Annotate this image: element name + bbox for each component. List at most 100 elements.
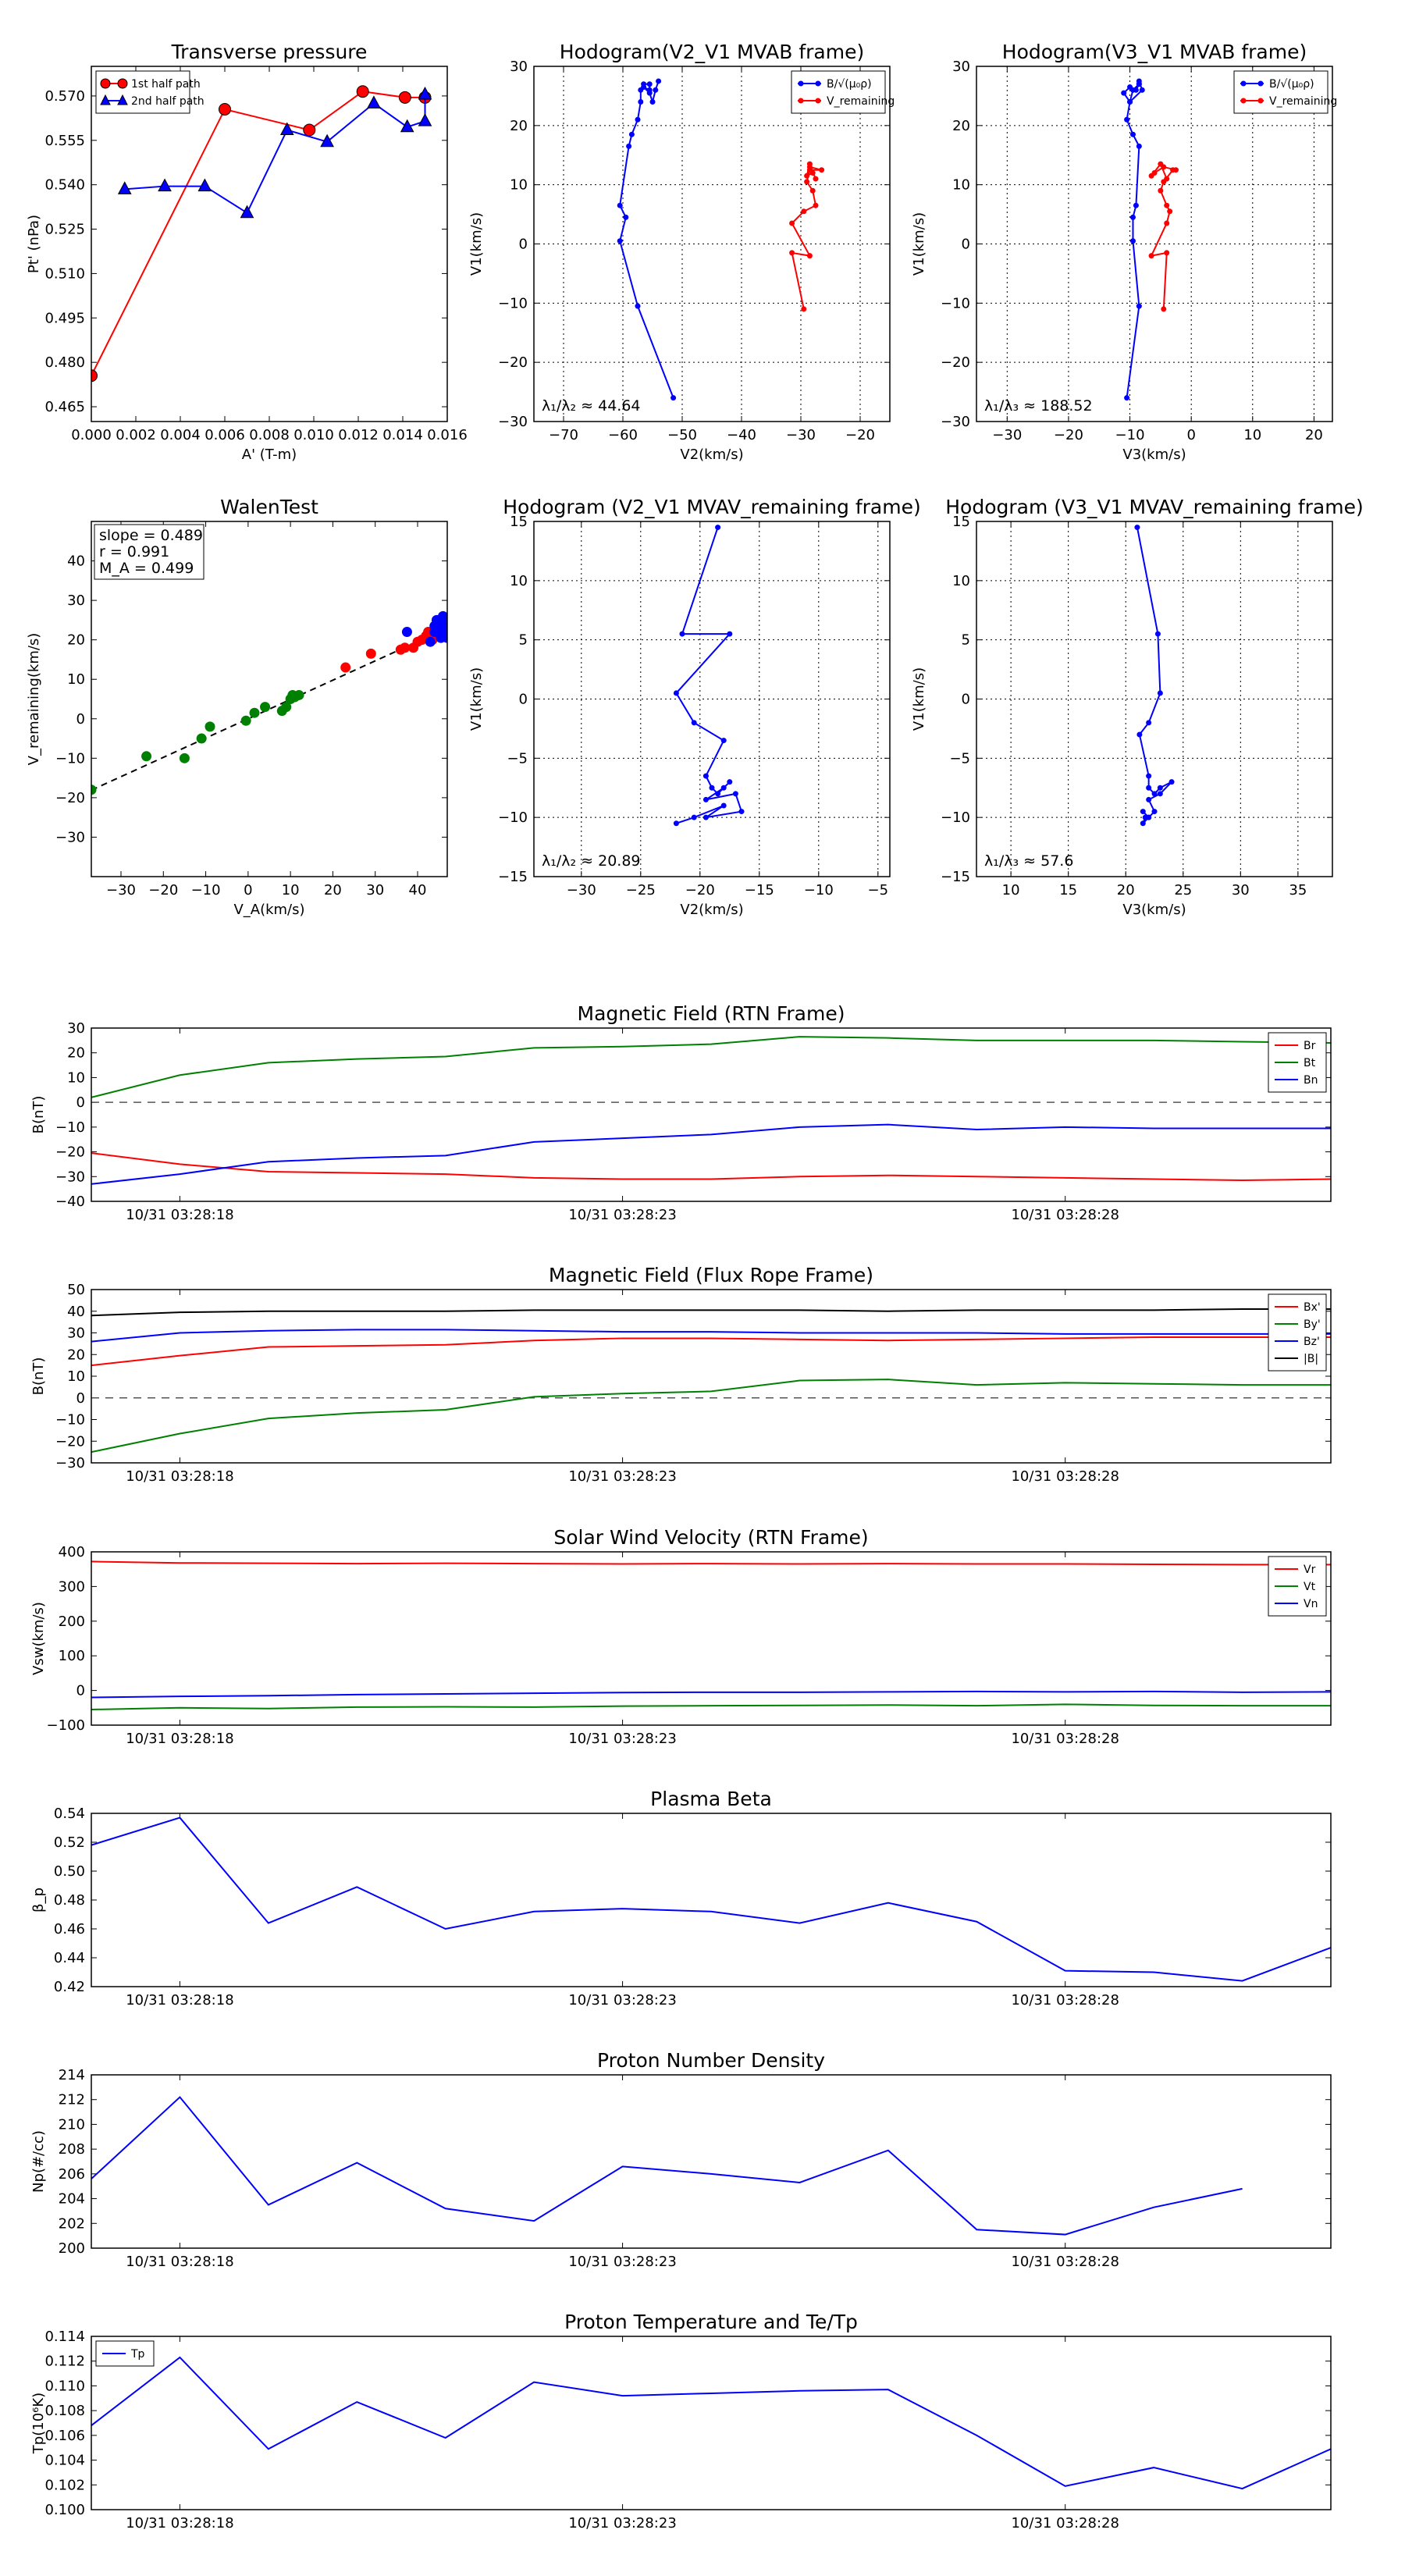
data-point [727,779,733,785]
y-tick-label: 30 [510,59,528,75]
series-line-Vn [91,1690,1331,1699]
y-tick-label: 0 [962,237,970,253]
x-tick-label: 0 [244,882,252,898]
x-tick-label: 0.012 [338,427,379,443]
y-tick-label: −5 [507,750,528,767]
plot-area [91,2096,1243,2236]
y-tick-label: 0.104 [44,2453,85,2469]
x-tick-label: 20 [324,882,342,898]
data-point [279,122,294,136]
data-point [732,791,738,797]
data-point [1164,176,1170,182]
stats-line: slope = 0.489 [99,527,203,544]
y-tick-label: 10 [67,1069,85,1086]
panel-hodogram-v2v1-mvav: Hodogram (V2_V1 MVAV_remaining frame) −30… [468,496,921,918]
y-tick-label: 0.510 [44,265,85,282]
data-point [702,796,709,802]
x-tick-label: 10/31 03:28:23 [568,2254,676,2270]
legend-marker [1257,80,1264,87]
legend-label: 1st half path [131,78,201,91]
data-point [715,525,721,531]
x-axis-label: V2(km/s) [680,447,743,463]
y-tick-label: 0.540 [44,177,85,194]
x-tick-label: −10 [804,882,834,898]
y-tick-label: 0 [76,1390,85,1407]
y-tick-label: 206 [59,2166,85,2183]
y-tick-label: 20 [510,118,528,134]
y-axis-label: V1(km/s) [911,667,927,731]
data-point [1146,796,1152,802]
data-point [1158,161,1164,167]
y-axis-label: V1(km/s) [911,212,927,276]
legend-marker [1240,98,1247,104]
data-point [1129,238,1136,244]
data-point [806,253,813,259]
y-tick-label: 212 [59,2092,85,2108]
y-tick-label: 40 [67,553,85,570]
scatter-point [438,610,447,621]
legend-label: 2nd half path [131,95,205,108]
data-point [1158,187,1164,194]
legend-label: By' [1304,1318,1321,1331]
data-point [656,78,662,84]
legend-label: V_remaining [827,95,895,108]
chart-title: Solar Wind Velocity (RTN Frame) [553,1526,868,1549]
data-point [1139,87,1145,93]
x-tick-label: −15 [745,882,774,898]
data-point [804,179,810,185]
data-point [1148,253,1154,259]
series-line-Vt [91,1703,1331,1711]
x-tick-label: −40 [727,427,756,443]
data-point [801,208,807,215]
legend-label: Vr [1304,1564,1316,1576]
data-point [1127,99,1133,105]
y-tick-label: 0 [76,711,85,728]
legend-label: V_remaining [1269,95,1337,108]
chart-title: Magnetic Field (Flux Rope Frame) [549,1264,873,1286]
data-point [1157,785,1163,791]
data-point [418,113,432,126]
y-tick-label: 204 [59,2191,85,2208]
scatter-point [287,689,298,700]
series-line-2nd half path [124,94,426,215]
y-tick-label: −5 [949,750,970,767]
y-tick-label: 0.54 [54,1806,85,1822]
x-tick-label: 25 [1174,882,1192,898]
x-tick-label: 10 [1243,427,1261,443]
y-tick-label: 0.495 [44,310,85,326]
x-axis-label: A' (T-m) [242,447,297,463]
scatter-point [260,702,271,713]
legend-marker [1240,80,1247,87]
y-tick-label: 0 [76,1683,85,1699]
x-tick-label: 10/31 03:28:18 [126,2515,233,2532]
panel-solar-wind-velocity: Solar Wind Velocity (RTN Frame) 10/31 03:… [30,1526,1332,1747]
y-tick-label: 0 [519,237,528,253]
y-axis-label: B(nT) [30,1357,47,1396]
legend-label: Bn [1304,1074,1318,1087]
data-point [626,143,632,149]
y-tick-label: −20 [941,354,970,371]
data-point [670,395,677,401]
y-tick-label: 50 [67,1282,85,1298]
y-axis-label: Pt' (nPa) [26,215,42,273]
x-tick-label: 10/31 03:28:23 [568,1207,676,1223]
chart-title: Transverse pressure [171,41,368,63]
y-tick-label: −30 [498,414,528,430]
data-point [727,631,733,637]
x-tick-label: 10/31 03:28:28 [1011,2515,1119,2532]
x-tick-label: 10/31 03:28:18 [126,1468,233,1485]
y-tick-label: 208 [59,2141,85,2158]
legend-label: Bz' [1304,1336,1320,1348]
x-tick-label: 10/31 03:28:28 [1011,2254,1119,2270]
scatter-point [240,715,251,726]
data-point [702,773,709,779]
data-point [702,814,709,820]
y-tick-label: 0.42 [54,1979,85,1995]
y-tick-label: 214 [59,2067,85,2083]
y-tick-label: 0.100 [44,2502,85,2518]
data-point [1124,116,1130,123]
x-tick-label: 10 [1002,882,1020,898]
y-tick-label: −20 [55,1433,85,1450]
x-tick-label: −30 [992,427,1022,443]
